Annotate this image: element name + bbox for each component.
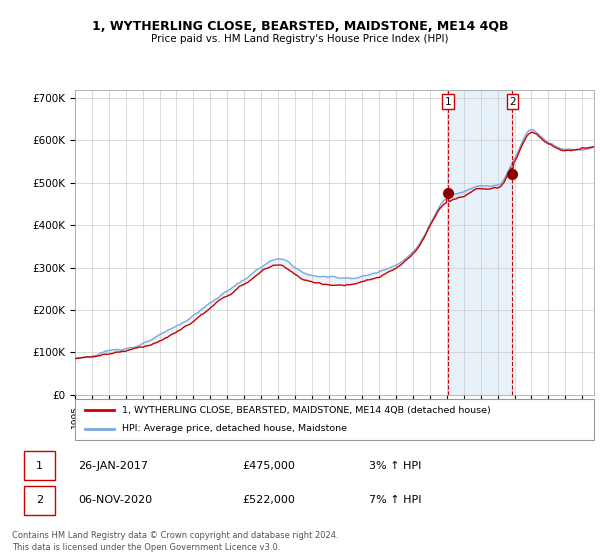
FancyBboxPatch shape — [23, 486, 55, 515]
Text: Contains HM Land Registry data © Crown copyright and database right 2024.: Contains HM Land Registry data © Crown c… — [12, 531, 338, 540]
Text: 1: 1 — [445, 97, 451, 107]
Text: 1, WYTHERLING CLOSE, BEARSTED, MAIDSTONE, ME14 4QB: 1, WYTHERLING CLOSE, BEARSTED, MAIDSTONE… — [92, 20, 508, 32]
Text: Price paid vs. HM Land Registry's House Price Index (HPI): Price paid vs. HM Land Registry's House … — [151, 34, 449, 44]
Text: 2: 2 — [509, 97, 516, 107]
Text: 2: 2 — [36, 496, 43, 505]
Text: 7% ↑ HPI: 7% ↑ HPI — [369, 496, 422, 505]
Text: 3% ↑ HPI: 3% ↑ HPI — [369, 461, 421, 470]
Bar — [448, 90, 512, 395]
Text: This data is licensed under the Open Government Licence v3.0.: This data is licensed under the Open Gov… — [12, 543, 280, 552]
Text: 26-JAN-2017: 26-JAN-2017 — [78, 461, 148, 470]
Text: £522,000: £522,000 — [242, 496, 295, 505]
Text: 1: 1 — [36, 461, 43, 470]
Text: £475,000: £475,000 — [242, 461, 295, 470]
Text: 06-NOV-2020: 06-NOV-2020 — [78, 496, 152, 505]
Text: 1, WYTHERLING CLOSE, BEARSTED, MAIDSTONE, ME14 4QB (detached house): 1, WYTHERLING CLOSE, BEARSTED, MAIDSTONE… — [122, 405, 490, 414]
Text: HPI: Average price, detached house, Maidstone: HPI: Average price, detached house, Maid… — [122, 424, 347, 433]
FancyBboxPatch shape — [23, 451, 55, 480]
FancyBboxPatch shape — [75, 399, 594, 440]
